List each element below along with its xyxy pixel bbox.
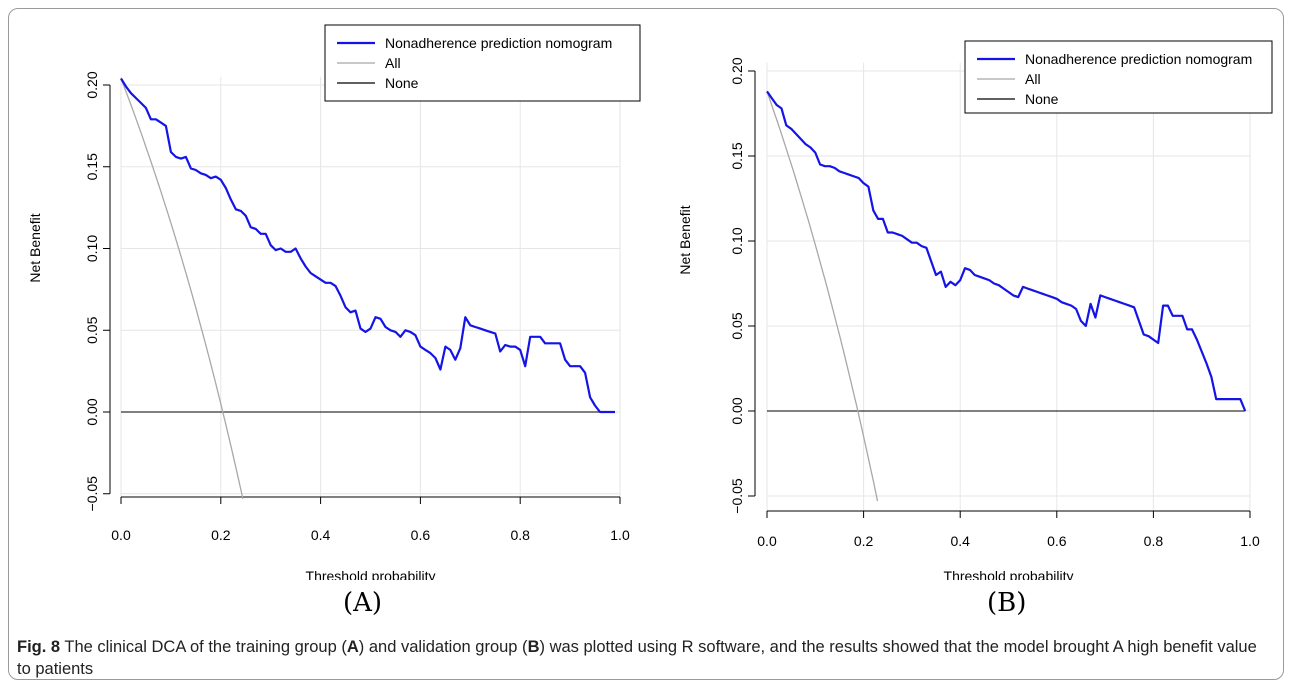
dca-chart-training: 0.0 0.2 0.4 0.6 0.8 1.0 −0.05 0.00 0.05 0.10 0.15 0…: [27, 24, 641, 580]
y-tick-label: 0.20: [729, 57, 745, 84]
legend-label: None: [385, 75, 419, 91]
y-tick-label: 0.20: [84, 71, 100, 98]
x-tick-label: 0.4: [950, 533, 970, 549]
y-axis-title: Net Benefit: [677, 205, 693, 274]
caption-part: ) was plotted using R software, and the …: [17, 638, 1257, 678]
model-series-line: [766, 90, 1247, 412]
panel-label-a: (A): [343, 588, 383, 618]
model-series-line: [120, 77, 615, 414]
x-tick-label: 0.0: [757, 533, 777, 549]
caption-part: The clinical DCA of the training group (: [60, 638, 347, 656]
y-tick-label: 0.00: [84, 398, 100, 425]
legend-box: [324, 24, 641, 102]
y-tick-label: −0.05: [729, 478, 745, 514]
all-series-line: [120, 78, 244, 499]
y-tick-label: 0.05: [84, 316, 100, 343]
y-tick-label: 0.00: [729, 397, 745, 424]
x-tick-label: 0.6: [411, 527, 431, 543]
all-series-line: [766, 91, 879, 502]
legend-label: Nonadherence prediction nomogram: [385, 35, 612, 51]
x-tick-label: 0.8: [510, 527, 530, 543]
legend-box: [964, 40, 1273, 114]
x-tick-label: 0.4: [311, 527, 331, 543]
caption-part-bold: B: [527, 638, 540, 656]
caption-part-bold: A: [346, 638, 359, 656]
x-tick-label: 1.0: [610, 527, 630, 543]
y-axis-title: Net Benefit: [27, 213, 43, 282]
legend-label: All: [385, 55, 401, 71]
x-axis-title: Threshold probability: [944, 568, 1074, 580]
legend-label: Nonadherence prediction nomogram: [1025, 51, 1252, 67]
x-tick-label: 0.2: [854, 533, 874, 549]
legend-label: All: [1025, 71, 1041, 87]
y-tick-label: 0.15: [84, 153, 100, 180]
x-tick-label: 0.8: [1144, 533, 1164, 549]
figure-frame: [8, 8, 1284, 680]
dca-chart-validation: 0.0 0.2 0.4 0.6 0.8 1.0 −0.05 0.00 0.05 0.10 0.15 0…: [677, 40, 1273, 580]
x-axis-title: Threshold probability: [306, 568, 436, 580]
caption-label: Fig. 8: [17, 638, 61, 656]
panel-label-b: (B): [987, 588, 1027, 618]
x-tick-label: 0.6: [1047, 533, 1067, 549]
caption-part: ) and validation group (: [358, 638, 528, 656]
x-tick-label: 1.0: [1240, 533, 1260, 549]
y-tick-label: −0.05: [84, 476, 100, 512]
x-tick-label: 0.2: [211, 527, 231, 543]
y-tick-label: 0.10: [84, 235, 100, 262]
y-tick-label: 0.05: [729, 312, 745, 339]
figure-caption: Fig. 8 The clinical DCA of the training …: [17, 636, 1267, 680]
legend-label: None: [1025, 91, 1059, 107]
x-tick-label: 0.0: [111, 527, 131, 543]
y-tick-label: 0.10: [729, 227, 745, 254]
y-tick-label: 0.15: [729, 142, 745, 169]
